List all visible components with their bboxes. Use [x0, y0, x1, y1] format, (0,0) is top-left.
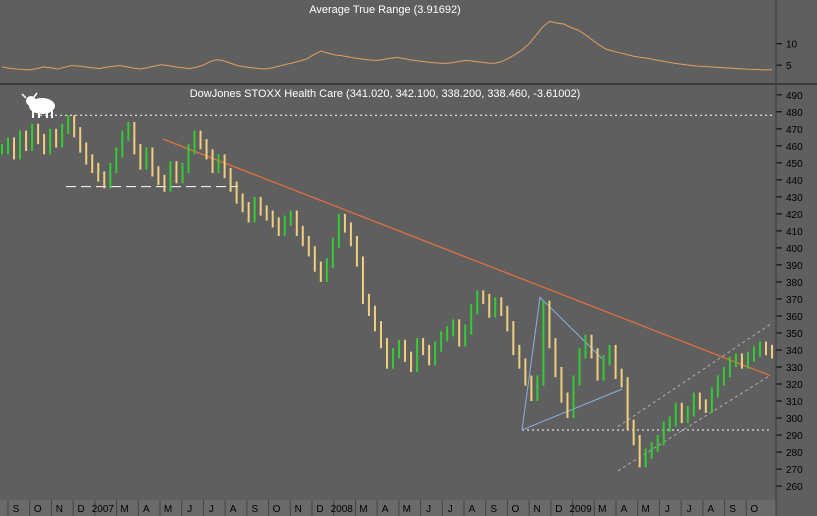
x-tick-label: D [316, 504, 323, 515]
price-y-tick-label: 280 [786, 448, 803, 459]
price-panel: DowJones STOXX Health Care (341.020, 342… [1, 88, 803, 493]
x-tick-label: J [187, 504, 192, 515]
x-tick-label: O [750, 504, 758, 515]
x-tick-label: A [382, 504, 389, 515]
x-tick-label: J [665, 504, 670, 515]
x-tick-label: J [209, 504, 214, 515]
x-tick-label: M [403, 504, 411, 515]
x-tick-label: O [273, 504, 281, 515]
x-tick-label: 2008 [331, 504, 354, 515]
x-axis-band [0, 500, 776, 516]
x-tick-label: M [598, 504, 606, 515]
triangle-lower [521, 388, 623, 431]
x-tick-label: 2007 [92, 504, 115, 515]
channel-upper [617, 324, 771, 427]
x-tick-label: N [56, 504, 63, 515]
x-tick-label: J [687, 504, 692, 515]
price-y-tick-label: 450 [786, 159, 803, 170]
price-title: DowJones STOXX Health Care (341.020, 342… [190, 88, 581, 100]
x-tick-label: A [469, 504, 476, 515]
support-resistance-levels [40, 114, 772, 431]
x-tick-label: O [34, 504, 42, 515]
x-tick-label: M [642, 504, 650, 515]
price-y-tick-label: 370 [786, 295, 803, 306]
x-tick-label: O [512, 504, 520, 515]
price-y-tick-label: 380 [786, 278, 803, 289]
price-y-tick-label: 360 [786, 312, 803, 323]
atr-title: Average True Range (3.91692) [309, 4, 460, 16]
x-tick-label: M [164, 504, 172, 515]
price-y-tick-label: 350 [786, 329, 803, 340]
x-tick-label: S [252, 504, 259, 515]
price-bars [1, 115, 773, 468]
x-tick-label: M [359, 504, 367, 515]
price-y-tick-label: 420 [786, 210, 803, 221]
atr-y-axis: 5 10 [776, 40, 798, 72]
price-y-tick-label: 270 [786, 465, 803, 476]
x-tick-label: A [621, 504, 628, 515]
price-y-tick-label: 260 [786, 482, 803, 493]
x-tick-label: D [78, 504, 85, 515]
x-tick-label: 2009 [569, 504, 592, 515]
price-y-tick-label: 430 [786, 193, 803, 204]
price-y-tick-label: 310 [786, 397, 803, 408]
x-tick-label: N [534, 504, 541, 515]
atr-panel: Average True Range (3.91692) 5 10 [1, 4, 798, 72]
x-tick-label: A [230, 504, 237, 515]
x-tick-label: S [13, 504, 20, 515]
x-tick-label: J [426, 504, 431, 515]
atr-y-tick-label: 10 [786, 40, 798, 51]
price-y-tick-label: 400 [786, 244, 803, 255]
downtrend-line [162, 138, 771, 377]
price-y-tick-label: 460 [786, 142, 803, 153]
bull-icon [21, 92, 55, 118]
price-y-tick-label: 490 [786, 91, 803, 102]
price-y-tick-label: 440 [786, 176, 803, 187]
x-tick-label: D [555, 504, 562, 515]
x-tick-label: A [143, 504, 150, 515]
price-y-tick-label: 410 [786, 227, 803, 238]
price-y-tick-label: 340 [786, 346, 803, 357]
x-tick-label: J [448, 504, 453, 515]
x-tick-label: N [295, 504, 302, 515]
chart-annotations [162, 138, 771, 472]
atr-series-line [1, 20, 773, 71]
x-tick-label: S [729, 504, 736, 515]
x-axis: S O N D 2007 M A M J J A S O N D 2008 M A M J J A S O N D 2009 M A M J… [7, 500, 758, 516]
price-y-tick-label: 300 [786, 414, 803, 425]
price-y-tick-label: 390 [786, 261, 803, 272]
price-y-tick-label: 470 [786, 125, 803, 136]
price-y-axis: 260 270 280 290 300 310 320 330 340 350 360 370 380 3… [776, 91, 803, 493]
atr-y-tick-label: 5 [786, 61, 792, 72]
price-y-tick-label: 290 [786, 431, 803, 442]
x-tick-label: M [120, 504, 128, 515]
price-y-tick-label: 330 [786, 363, 803, 374]
price-y-tick-label: 320 [786, 380, 803, 391]
x-tick-label: A [708, 504, 715, 515]
triangle-upper [521, 296, 603, 431]
x-tick-label: S [490, 504, 497, 515]
price-y-tick-label: 480 [786, 108, 803, 119]
